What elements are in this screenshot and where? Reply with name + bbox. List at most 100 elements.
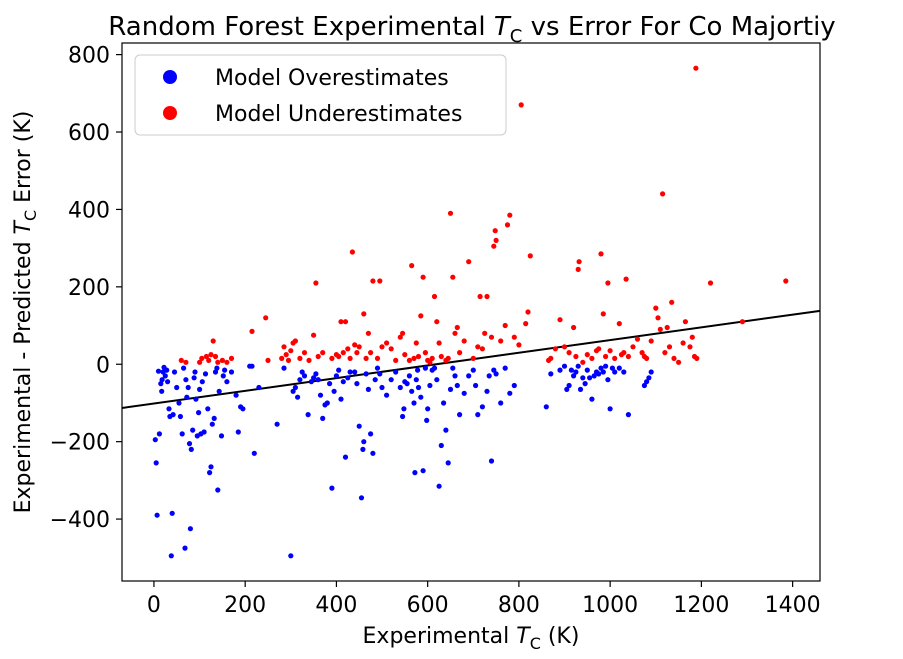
overestimate-point-140 xyxy=(461,390,467,396)
overestimate-point-153 xyxy=(507,390,513,396)
underestimate-point-132 xyxy=(653,305,659,311)
overestimate-point-113 xyxy=(404,381,410,387)
underestimate-point-63 xyxy=(422,350,428,356)
chart-title-suffix: vs Error For Co Majortiy xyxy=(522,12,835,42)
overestimate-point-96 xyxy=(360,446,366,452)
overestimate-point-98 xyxy=(363,371,369,377)
underestimate-point-127 xyxy=(634,336,641,342)
overestimate-point-59 xyxy=(240,406,246,412)
underestimate-point-117 xyxy=(603,353,609,360)
overestimate-point-19 xyxy=(174,384,180,391)
chart-title-tc-sub: C xyxy=(510,26,523,47)
legend-label-underestimates: Model Underestimates xyxy=(215,102,462,127)
underestimate-point-4 xyxy=(203,353,209,360)
underestimate-point-111 xyxy=(584,352,590,358)
underestimate-point-99 xyxy=(527,253,533,259)
overestimate-point-53 xyxy=(222,367,228,373)
underestimate-point-10 xyxy=(219,357,225,363)
overestimate-point-105 xyxy=(379,384,385,391)
overestimate-point-67 xyxy=(290,388,296,394)
underestimate-point-14 xyxy=(263,315,269,321)
underestimate-point-85 xyxy=(484,293,490,300)
overestimate-point-136 xyxy=(450,365,456,371)
underestimate-point-150 xyxy=(739,319,746,325)
overestimate-point-186 xyxy=(646,375,652,381)
underestimate-point-7 xyxy=(210,338,216,344)
underestimate-point-42 xyxy=(361,311,367,317)
overestimate-point-154 xyxy=(511,382,517,389)
overestimate-point-185 xyxy=(644,379,650,385)
overestimate-point-174 xyxy=(598,365,604,371)
overestimate-point-4 xyxy=(156,431,162,437)
overestimate-point-65 xyxy=(281,365,287,371)
overestimate-point-124 xyxy=(424,417,430,423)
underestimate-point-76 xyxy=(454,324,460,331)
underestimate-point-60 xyxy=(415,353,422,360)
y-tick-label: 200 xyxy=(68,276,110,301)
underestimate-point-30 xyxy=(329,355,335,361)
underestimate-point-75 xyxy=(452,330,458,336)
underestimate-point-137 xyxy=(664,324,670,331)
overestimate-point-70 xyxy=(297,377,303,383)
underestimate-point-138 xyxy=(666,344,673,350)
overestimate-point-116 xyxy=(411,400,417,406)
overestimate-point-69 xyxy=(295,394,301,400)
overestimate-point-13 xyxy=(166,406,172,412)
overestimate-point-173 xyxy=(596,371,602,377)
underestimate-point-67 xyxy=(431,293,438,300)
overestimate-point-142 xyxy=(470,367,476,373)
overestimate-point-103 xyxy=(374,365,381,371)
overestimate-point-115 xyxy=(409,388,415,394)
underestimate-point-26 xyxy=(311,332,317,338)
x-axis-label-tc: T xyxy=(516,624,531,649)
x-tick-label: 1200 xyxy=(673,593,729,618)
overestimate-point-34 xyxy=(193,396,199,402)
overestimate-point-85 xyxy=(333,373,339,379)
underestimate-point-43 xyxy=(363,355,369,361)
overestimate-point-72 xyxy=(301,373,308,379)
x-axis: 0 200 400 600 800 1000 1200 1400 xyxy=(147,581,821,618)
overestimate-point-91 xyxy=(347,369,353,375)
underestimate-point-77 xyxy=(457,350,463,356)
y-axis-label-suffix: Error (K) xyxy=(11,111,36,210)
overestimate-point-55 xyxy=(228,369,235,375)
overestimate-point-18 xyxy=(171,369,178,375)
overestimate-point-46 xyxy=(211,415,217,421)
overestimate-point-179 xyxy=(609,365,616,371)
overestimate-point-32 xyxy=(191,375,197,381)
overestimate-point-12 xyxy=(165,379,171,385)
underestimate-point-37 xyxy=(347,355,353,361)
overestimate-point-17 xyxy=(170,412,176,418)
underestimate-point-61 xyxy=(418,313,424,319)
overestimate-point-2 xyxy=(154,512,160,518)
underestimate-point-9 xyxy=(215,359,221,365)
overestimate-point-97 xyxy=(361,439,367,445)
underestimate-point-90 xyxy=(498,338,504,344)
overestimate-point-27 xyxy=(185,384,191,391)
underestimate-point-147 xyxy=(693,65,699,71)
underestimate-point-92 xyxy=(504,222,511,228)
underestimate-point-66 xyxy=(429,355,435,361)
underestimate-point-108 xyxy=(575,266,581,272)
overestimate-point-143 xyxy=(473,382,479,389)
overestimate-point-128 xyxy=(431,365,438,371)
underestimate-point-16 xyxy=(279,355,285,361)
overestimate-point-56 xyxy=(233,392,239,398)
underestimate-point-47 xyxy=(374,355,381,361)
overestimate-point-31 xyxy=(190,427,196,433)
legend-marker-overestimates xyxy=(163,70,177,84)
overestimate-point-125 xyxy=(425,406,431,412)
y-tick-label: 0 xyxy=(96,353,110,378)
overestimate-point-177 xyxy=(605,377,611,383)
overestimate-point-43 xyxy=(207,470,213,476)
underestimate-point-8 xyxy=(212,353,219,360)
underestimate-point-103 xyxy=(557,317,563,323)
overestimate-point-64 xyxy=(274,421,280,427)
overestimate-point-51 xyxy=(218,433,225,439)
underestimate-point-41 xyxy=(356,344,362,350)
underestimate-point-62 xyxy=(420,274,426,280)
overestimate-point-45 xyxy=(209,421,215,427)
overestimate-point-152 xyxy=(502,365,508,371)
overestimate-point-40 xyxy=(201,429,207,435)
underestimate-point-53 xyxy=(397,334,403,340)
